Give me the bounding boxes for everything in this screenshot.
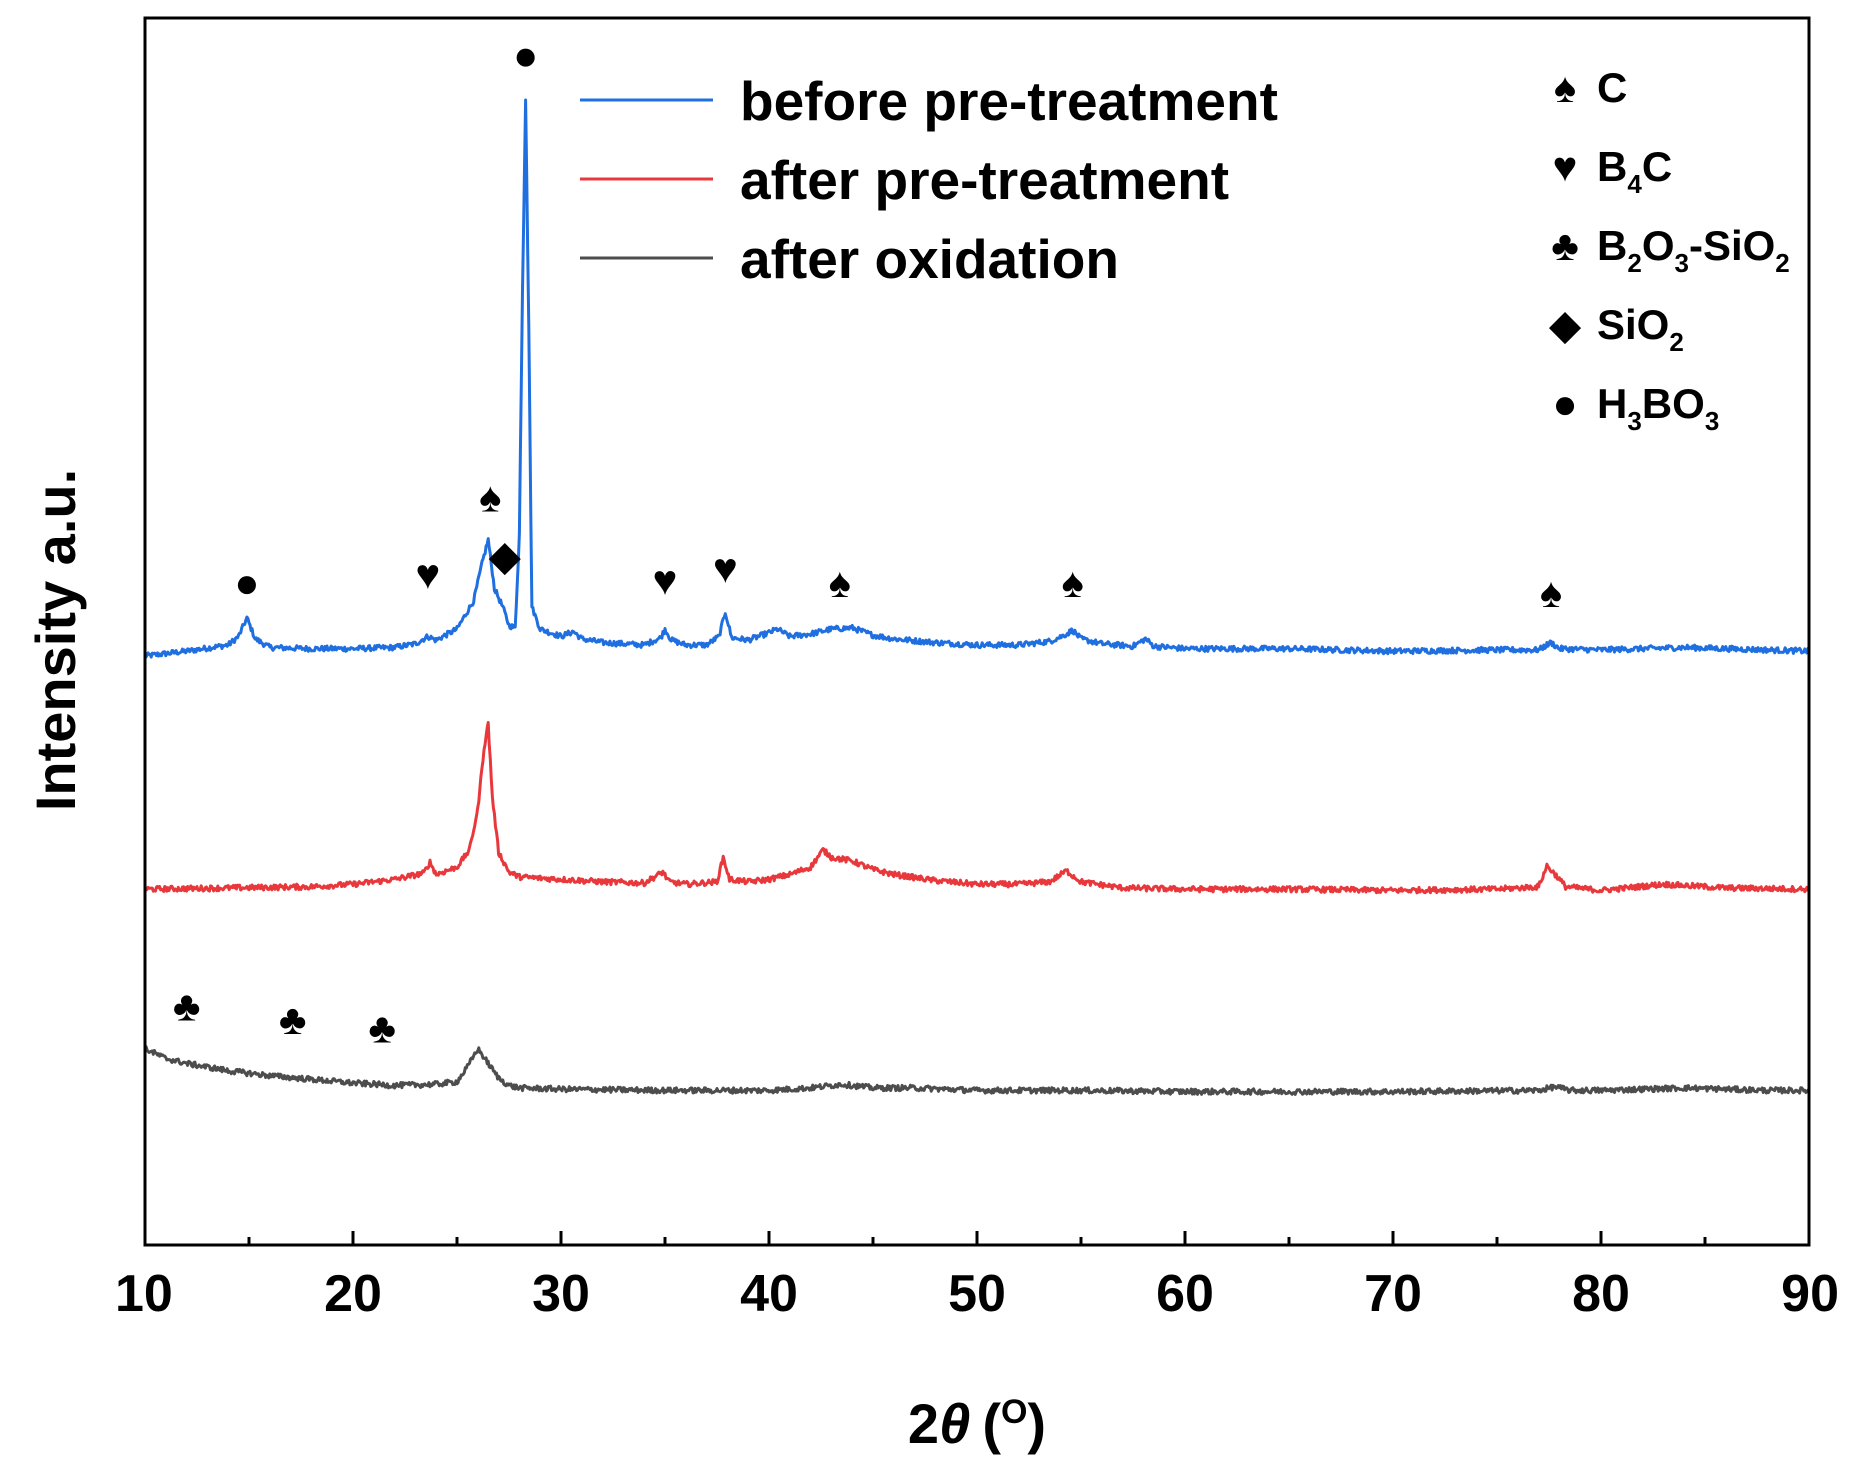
- peak-marker-3: ♠: [479, 473, 501, 520]
- peak-marker-1: ●: [234, 559, 259, 606]
- peak-marker-0: ●: [513, 32, 538, 79]
- phase-symbol-2: ♣: [1551, 222, 1579, 269]
- phase-label-2: B2O3-SiO2: [1597, 222, 1790, 278]
- legend-label-0: before pre-treatment: [740, 70, 1278, 132]
- x-tick-layer: 10 20 30 40 50 60 70 80 90: [115, 1231, 1839, 1323]
- peak-marker-9: ♠: [1540, 569, 1562, 616]
- series-line-1: [144, 721, 1811, 895]
- series-line-0: [143, 98, 1811, 659]
- x-tick-label: 50: [948, 1265, 1006, 1323]
- x-tick-label: 30: [532, 1265, 590, 1323]
- x-axis-title: 2θ (O): [908, 1392, 1046, 1455]
- x-tick-label: 90: [1781, 1265, 1839, 1323]
- x-tick-label: 70: [1364, 1265, 1422, 1323]
- peak-marker-5: ♥: [653, 557, 678, 604]
- phase-symbol-3: ◆: [1549, 301, 1582, 348]
- phase-symbol-4: ●: [1552, 380, 1577, 427]
- phase-label-0: C: [1597, 64, 1627, 111]
- peak-marker-7: ♠: [829, 559, 851, 606]
- peak-marker-12: ♣: [368, 1005, 396, 1052]
- peak-marker-6: ♥: [713, 544, 738, 591]
- peak-marker-8: ♠: [1062, 559, 1084, 606]
- legend-label-1: after pre-treatment: [740, 149, 1229, 211]
- series-line-2: [143, 1045, 1811, 1096]
- phase-label-1: B4C: [1597, 143, 1672, 199]
- x-tick-label: 60: [1156, 1265, 1214, 1323]
- peak-marker-2: ♥: [415, 551, 440, 598]
- phase-label-4: H3BO3: [1597, 380, 1719, 436]
- x-tick-label: 80: [1572, 1265, 1630, 1323]
- peak-marker-11: ♣: [279, 996, 307, 1043]
- peak-marker-layer: ● ● ♥ ♠ ◆ ♥ ♥ ♠ ♠ ♠ ♣ ♣ ♣: [173, 32, 1562, 1052]
- legend-label-2: after oxidation: [740, 228, 1119, 290]
- peak-marker-4: ◆: [489, 532, 522, 579]
- phase-legend: ♠ C ♥ B4C ♣ B2O3-SiO2 ◆ SiO2 ● H3BO3: [1549, 64, 1790, 436]
- peak-marker-10: ♣: [173, 982, 201, 1029]
- series-legend: before pre-treatment after pre-treatment a…: [580, 70, 1278, 290]
- phase-label-3: SiO2: [1597, 301, 1684, 357]
- y-axis-title: Intensity a.u.: [24, 469, 87, 811]
- series-layer: [143, 98, 1811, 1096]
- x-tick-label: 10: [115, 1265, 173, 1323]
- x-tick-label: 20: [324, 1265, 382, 1323]
- phase-symbol-1: ♥: [1553, 143, 1578, 190]
- phase-symbol-0: ♠: [1554, 64, 1576, 111]
- x-tick-label: 40: [740, 1265, 798, 1323]
